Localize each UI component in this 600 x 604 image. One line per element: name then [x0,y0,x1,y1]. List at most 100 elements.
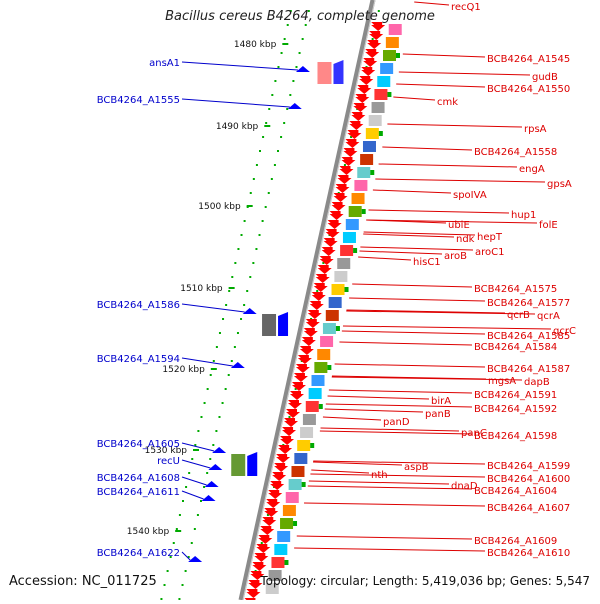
guide-dot [231,276,234,278]
forward-gene-arrow [335,184,350,193]
guide-dot [178,598,181,600]
guide-dot [316,290,319,292]
forward-leader-line [294,547,486,552]
gene-block [294,453,308,464]
scale-ticks: 1480 kbp 1490 kbp 1500 kbp 1510 kbp 1520 kbp… [127,40,289,537]
forward-leader-line [398,71,531,76]
forward-gene-label: mgsA [488,376,516,387]
gene-block [285,492,299,503]
guide-dot [271,94,274,96]
forward-gene-arrow [369,31,384,40]
forward-leader-line [393,96,436,101]
reverse-gene-arrow [201,495,216,501]
reverse-leader-line [181,459,211,469]
forward-gene-label: recQ1 [451,2,481,13]
guide-dot [252,262,255,264]
gene-marker [301,482,306,487]
forward-gene-arrow [286,409,301,418]
forward-leader-line [387,123,523,128]
guide-dot [292,80,295,82]
scale-tick-mark [282,43,289,45]
gene-block [268,570,282,581]
forward-gene-arrow [278,445,293,454]
forward-gene-label: aspB [404,462,429,473]
forward-gene-arrow [268,490,283,499]
forward-gene-label: BCB4264_A1610 [487,548,570,559]
forward-gene-label: qcrB [507,310,530,321]
guide-dot [188,472,191,474]
forward-gene-arrow [347,130,362,139]
gene-block [340,245,354,256]
gene-block [305,401,319,412]
forward-gene-label: dapB [524,377,550,388]
gene-block [368,115,382,126]
gene-block [380,63,394,74]
scale-tick-label: 1490 kbp [216,122,259,132]
gene-block [365,128,379,139]
forward-gene-arrow [266,499,281,508]
forward-gene-arrow [361,67,376,76]
forward-leader-line [322,416,382,421]
guide-dot [206,388,209,390]
reverse-gene-arrow [188,556,203,562]
gene-marker [284,560,289,565]
scale-tick-label: 1510 kbp [180,284,223,294]
guide-dot [203,486,206,488]
guide-dot [206,472,209,474]
guide-dot [218,332,221,334]
guide-dot [270,178,273,180]
guide-dot [243,220,246,222]
gene-block [308,388,322,399]
forward-gene-arrow [339,166,354,175]
guide-dot [215,430,218,432]
scale-tick-label: 1540 kbp [127,527,170,537]
forward-gene-arrow [365,49,380,58]
gene-block [388,24,402,35]
reverse-gene-arrow [295,66,310,72]
gene-block [371,102,385,113]
gene-block [302,414,316,425]
guide-dot [212,444,215,446]
forward-leader-line [342,325,552,330]
forward-leader-line [346,310,536,315]
guide-dot [283,122,286,124]
guide-dot [277,66,280,68]
guide-dot [224,388,227,390]
guide-dot [265,122,268,124]
forward-gene-label: engA [519,164,545,175]
forward-gene-arrow [291,382,306,391]
forward-gene-arrow [248,580,263,589]
guide-dot [288,416,291,418]
gene-block [337,258,351,269]
forward-gene-label: ubiE [448,220,470,231]
forward-gene-arrow [333,193,348,202]
forward-gene-label: cmk [437,97,458,108]
forward-gene-label: BCB4264_A1600 [487,474,570,485]
reverse-leader-line [181,357,233,367]
scale-tick-mark [228,287,235,289]
forward-gene-arrow [311,292,326,301]
guide-dot [307,10,310,12]
forward-leader-line [320,427,460,432]
gene-block [317,349,331,360]
forward-leader-line [363,233,455,238]
forward-leader-line [378,163,518,168]
guide-dot [289,10,292,12]
genome-backbone [238,0,376,601]
gene-block [360,154,374,165]
forward-leader-line [324,408,424,413]
gene-block [354,180,368,191]
guide-dot [304,24,307,26]
forward-gene-arrow [331,202,346,211]
guide-dot [249,192,252,194]
forward-leader-line [382,146,473,151]
reverse-gene-block [262,314,277,336]
forward-gene-label: BCB4264_A1545 [487,54,570,65]
gene-block [362,141,376,152]
guide-dot [249,276,252,278]
forward-gene-arrow [307,310,322,319]
guide-dot [215,346,218,348]
forward-gene-label: BCB4264_A1584 [474,342,557,353]
